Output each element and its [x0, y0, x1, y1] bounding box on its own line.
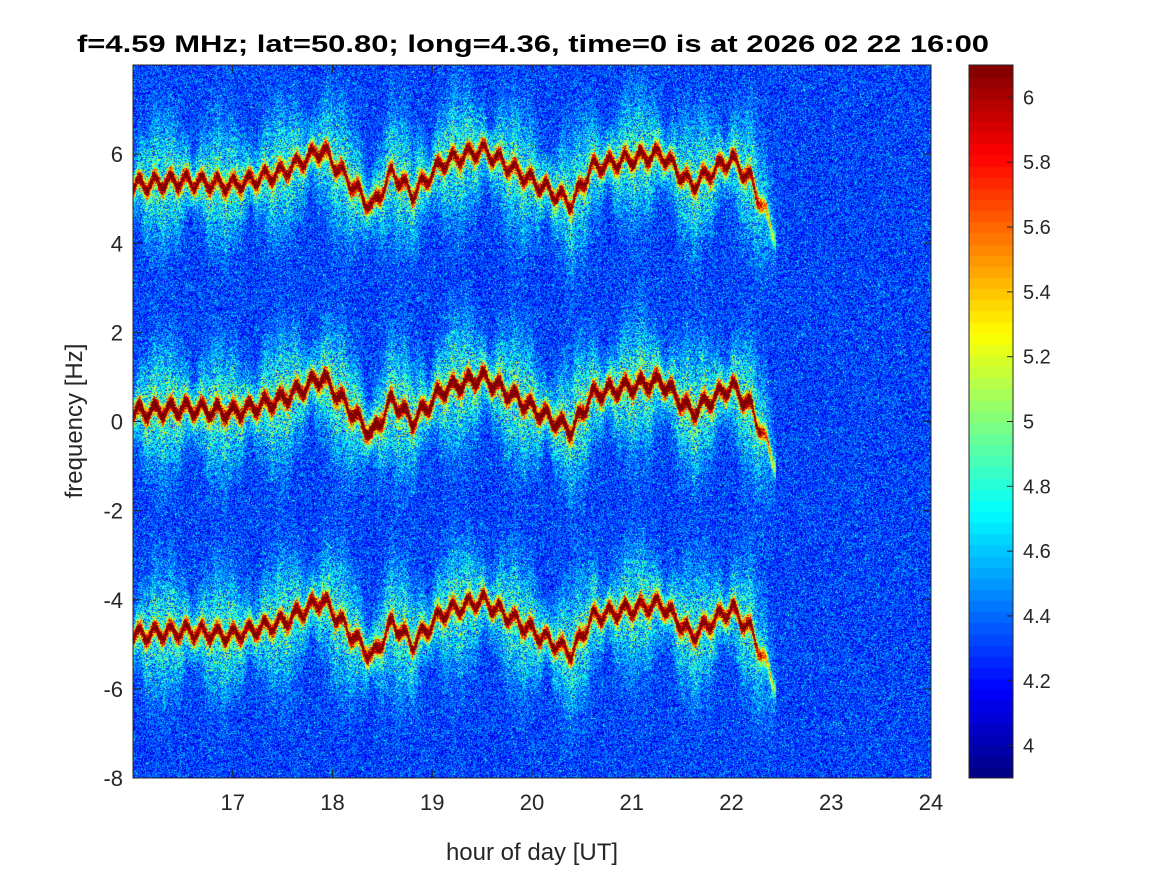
- y-tick-label: -2: [103, 499, 123, 524]
- y-tick-label: 2: [111, 320, 123, 345]
- y-tick-label: -8: [103, 766, 123, 791]
- plot-frame: [132, 64, 932, 779]
- y-tick-label: -6: [103, 677, 123, 702]
- colorbar-tick-label: 5.6: [1023, 217, 1051, 239]
- colorbar-tick-label: 5.8: [1023, 152, 1051, 174]
- colorbar-tick-label: 5.2: [1023, 347, 1051, 369]
- x-axis-label: hour of day [UT]: [446, 839, 618, 866]
- colorbar-tick-label: 4: [1023, 736, 1034, 758]
- colorbar-tick-label: 4.8: [1023, 476, 1051, 498]
- colorbar-tick-label: 6: [1023, 87, 1034, 109]
- colorbar-tick-label: 4.2: [1023, 671, 1051, 693]
- x-tick-label: 20: [520, 790, 544, 815]
- y-axis-label: frequency [Hz]: [61, 344, 88, 499]
- spectrogram-heatmap: [133, 65, 931, 778]
- x-tick-label: 22: [719, 790, 743, 815]
- x-tick-label: 17: [221, 790, 245, 815]
- x-tick-label: 18: [320, 790, 344, 815]
- colorbar-tick-label: 4.6: [1023, 541, 1051, 563]
- colorbar-frame: [968, 64, 1014, 779]
- colorbar-tick-label: 5: [1023, 412, 1034, 434]
- y-tick-label: 0: [111, 410, 123, 435]
- x-tick-label: 23: [819, 790, 843, 815]
- colorbar-tick-label: 4.4: [1023, 606, 1051, 628]
- x-tick-label: 21: [620, 790, 644, 815]
- chart-title: f=4.59 MHz; lat=50.80; long=4.36, time=0…: [77, 31, 989, 58]
- colorbar-tick-label: 5.4: [1023, 282, 1051, 304]
- y-tick-label: 4: [111, 231, 123, 256]
- y-tick-label: -4: [103, 588, 123, 613]
- y-tick-label: 6: [111, 142, 123, 167]
- x-tick-label: 19: [420, 790, 444, 815]
- x-tick-label: 24: [919, 790, 943, 815]
- colorbar: [969, 65, 1013, 778]
